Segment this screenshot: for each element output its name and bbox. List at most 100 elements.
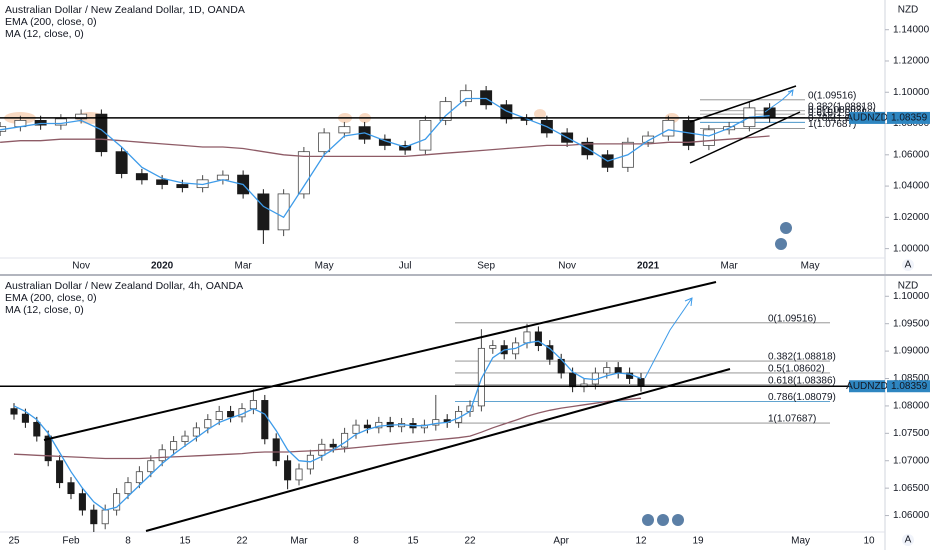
event-icon[interactable]: [642, 514, 654, 526]
projection-arrow[interactable]: [764, 89, 794, 113]
x-tick-label: 12: [635, 536, 647, 547]
y-tick-label: 1.08000: [893, 401, 930, 412]
fib-label: 0.5(1.08602): [808, 105, 865, 116]
candle-body: [34, 120, 47, 126]
x-tick-label: 22: [236, 536, 248, 547]
candle-body: [432, 419, 440, 426]
fib-label: 0(1.09516): [808, 90, 856, 101]
fib-label: 0.618(1.08386): [768, 375, 836, 386]
candle-body: [318, 132, 331, 153]
candle-body: [523, 331, 531, 344]
candle-body: [489, 345, 497, 349]
fib-label: 0.5(1.08602): [768, 364, 825, 375]
candle-body: [284, 460, 292, 481]
candle-body: [124, 482, 132, 495]
candle-body: [147, 460, 155, 473]
candle-body: [204, 419, 212, 429]
candle-body: [295, 468, 303, 481]
candle-body: [352, 424, 360, 434]
event-icon[interactable]: [780, 222, 792, 234]
event-icon[interactable]: [672, 514, 684, 526]
x-tick-label: 25: [8, 536, 20, 547]
projection-arrow[interactable]: [644, 297, 693, 379]
highlight: [534, 109, 546, 119]
fib-label: 0(1.09516): [768, 313, 816, 324]
x-tick-label: Apr: [553, 536, 569, 547]
autoscale-button[interactable]: [902, 534, 914, 546]
autoscale-label: A: [905, 260, 912, 271]
candle-body: [480, 90, 493, 106]
symbol-label: AUDNZD: [846, 113, 888, 124]
indicator-legend: EMA (200, close, 0): [5, 16, 97, 28]
candle-body: [477, 347, 485, 407]
x-tick-label: 22: [464, 536, 476, 547]
x-tick-label: 2020: [151, 261, 174, 272]
indicator-legend: EMA (200, close, 0): [5, 292, 97, 304]
indicator-legend: MA (12, close, 0): [5, 304, 84, 316]
candle-body: [181, 435, 189, 442]
x-tick-label: May: [801, 261, 820, 272]
candle-body: [603, 367, 611, 374]
candle-body: [21, 413, 29, 423]
fib-label: 0.618(1.08386): [808, 108, 876, 119]
y-tick-label: 1.08500: [893, 373, 930, 384]
indicator-line: [13, 340, 642, 511]
pane-top: [0, 84, 885, 244]
fib-label: 0.786(1.08079): [768, 392, 836, 403]
candle-body: [192, 427, 200, 437]
channel-lower[interactable]: [145, 368, 731, 532]
candle-body: [338, 126, 351, 134]
x-tick-label: 8: [353, 536, 359, 547]
y-tick-label: 1.14000: [893, 24, 930, 35]
candle-body: [614, 367, 622, 374]
y-tick-label: 1.06000: [893, 510, 930, 521]
candle-body: [399, 145, 412, 151]
price-badge: [887, 380, 930, 393]
y-tick-label: 1.06000: [893, 149, 930, 160]
price-badge: [887, 111, 930, 124]
chart-title: Australian Dollar / New Zealand Dollar, …: [5, 280, 243, 292]
symbol-label: AUDNZD: [846, 381, 888, 392]
candle-body: [135, 173, 148, 181]
event-icon[interactable]: [775, 238, 787, 250]
candle-body: [375, 421, 383, 429]
candle-body: [170, 441, 178, 451]
candle-body: [44, 435, 52, 462]
chart-title: Australian Dollar / New Zealand Dollar, …: [5, 4, 245, 16]
candle-body: [702, 129, 715, 146]
candle-body: [215, 411, 223, 421]
candle-body: [277, 193, 290, 231]
channel-upper[interactable]: [43, 281, 717, 441]
candle-body: [341, 432, 349, 448]
x-tick-label: May: [791, 536, 810, 547]
candle-body: [78, 493, 86, 511]
y-tick-label: 1.10000: [893, 87, 930, 98]
x-tick-label: 15: [407, 536, 419, 547]
candle-body: [216, 174, 229, 181]
candle-body: [135, 471, 143, 484]
x-tick-label: Sep: [477, 261, 495, 272]
candle-body: [158, 449, 166, 462]
drawings: [43, 85, 801, 532]
channel-upper[interactable]: [689, 85, 797, 123]
candle-body: [56, 460, 64, 484]
candle-body: [569, 372, 577, 388]
x-tick-label: 10: [863, 536, 875, 547]
x-tick-label: Mar: [290, 536, 308, 547]
arrow-head: [684, 297, 693, 307]
y-tick-label: 1.07000: [893, 455, 930, 466]
x-tick-label: 8: [125, 536, 131, 547]
event-icon[interactable]: [657, 514, 669, 526]
candle-body: [329, 443, 337, 448]
channel-lower[interactable]: [689, 111, 801, 164]
candle-body: [662, 120, 675, 137]
candle-body: [546, 345, 554, 360]
y-tick-label: 1.09500: [893, 318, 930, 329]
x-tick-label: Mar: [235, 261, 253, 272]
candle-body: [54, 118, 67, 126]
candle-body: [642, 135, 655, 143]
autoscale-button[interactable]: [902, 259, 914, 271]
x-tick-label: Nov: [72, 261, 90, 272]
symbol-badge: [849, 380, 885, 393]
